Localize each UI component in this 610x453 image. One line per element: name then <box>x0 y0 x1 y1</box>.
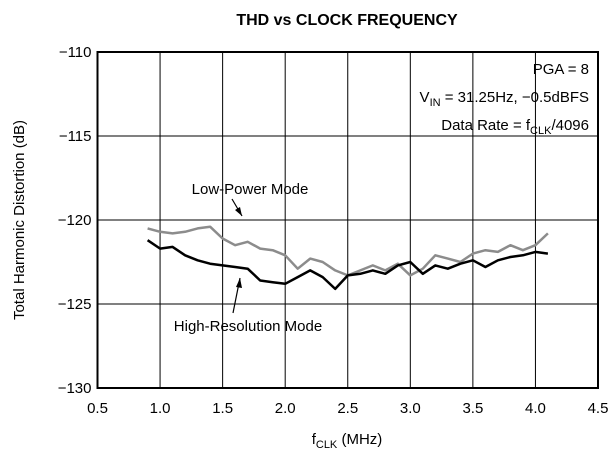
series-label: High-Resolution Mode <box>174 318 322 335</box>
x-tick-label: 0.5 <box>87 400 108 417</box>
plot-frame <box>96 51 599 389</box>
y-tick-label: −125 <box>58 296 92 313</box>
y-tick-label: −110 <box>59 44 92 61</box>
arrowhead <box>236 278 242 288</box>
annotation: VIN = 31.25Hz, −0.5dBFS <box>420 89 589 109</box>
series-label: Low-Power Mode <box>192 181 309 198</box>
x-tick-label: 1.0 <box>150 400 171 417</box>
text-part: /4096 <box>551 117 589 134</box>
x-tick-label: 3.0 <box>400 400 421 417</box>
x-tick-label: 4.5 <box>588 400 609 417</box>
chart-title: THD vs CLOCK FREQUENCY <box>236 12 458 29</box>
y-tick-label: −130 <box>58 380 92 397</box>
x-tick-label: 2.5 <box>337 400 358 417</box>
x-tick-label: 4.0 <box>525 400 546 417</box>
x-tick-label: 1.5 <box>212 400 233 417</box>
text-part: CLK <box>530 125 552 137</box>
text-part: f <box>312 431 317 448</box>
y-tick-label: −120 <box>58 212 92 229</box>
y-tick-label: −115 <box>59 128 92 145</box>
y-axis-label: Total Harmonic Distortion (dB) <box>11 120 28 320</box>
arrowhead <box>235 207 242 216</box>
text-part: = 31.25Hz, −0.5dBFS <box>441 89 589 106</box>
text-part: V <box>420 89 430 106</box>
text-part: Data Rate = f <box>441 117 531 134</box>
annotation: PGA = 8 <box>533 61 589 78</box>
series-line <box>146 239 549 291</box>
annotation: Data Rate = fCLK/4096 <box>441 117 589 137</box>
x-axis-label: fCLK (MHz) <box>312 431 383 451</box>
text-part: CLK <box>316 439 338 451</box>
text-part: (MHz) <box>337 431 382 448</box>
text-part: IN <box>430 97 441 109</box>
x-tick-label: 2.0 <box>275 400 296 417</box>
x-tick-label: 3.5 <box>462 400 483 417</box>
text-part: PGA = 8 <box>533 61 589 78</box>
